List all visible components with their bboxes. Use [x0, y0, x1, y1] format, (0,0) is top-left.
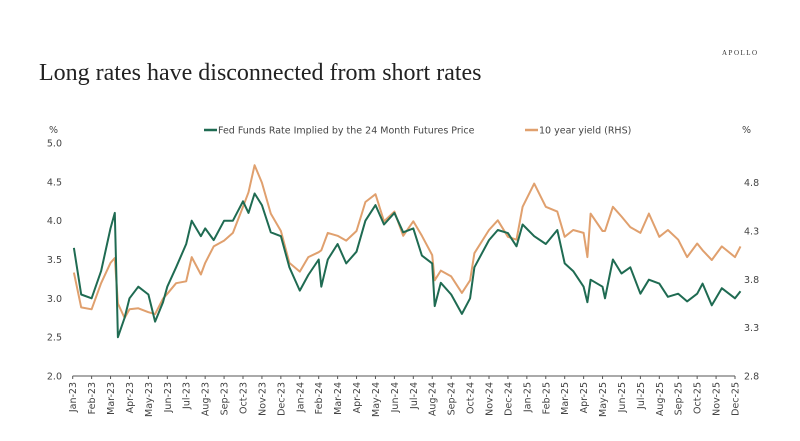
x-tick-label: Jul-23: [182, 382, 193, 410]
x-tick-label: Aug-23: [201, 382, 212, 416]
x-tick-label: Sep-23: [220, 382, 231, 415]
x-tick-label: Nov-24: [485, 382, 496, 416]
x-tick-label: Mar-25: [560, 382, 571, 415]
x-tick-label: Jul-24: [409, 382, 420, 410]
series-line-10y-yield: [72, 164, 742, 319]
chart-title: Long rates have disconnected from short …: [39, 60, 482, 86]
x-tick-label: Feb-24: [314, 382, 325, 414]
y-left-tick-label: 3.0: [47, 294, 62, 305]
y-left-tick-label: 3.5: [47, 255, 62, 266]
x-tick-label: Aug-25: [655, 382, 666, 416]
x-tick-label: Oct-23: [239, 382, 250, 414]
x-tick-label: Apr-23: [125, 382, 136, 413]
y-left-tick-label: 4.0: [47, 216, 62, 227]
x-tick-label: Apr-24: [352, 382, 363, 413]
x-tick-label: Apr-25: [579, 382, 590, 413]
x-tick-label: Oct-25: [693, 382, 704, 414]
x-tick-label: Feb-25: [541, 382, 552, 414]
y-left-tick-label: 2.0: [47, 372, 62, 383]
x-tick-label: Jun-23: [163, 382, 174, 413]
legend-label-10y: 10 year yield (RHS): [539, 126, 631, 137]
x-tick-label: May-24: [371, 382, 382, 417]
y-left-tick-label: 2.5: [47, 333, 62, 344]
x-tick-label: Mar-24: [333, 382, 344, 415]
x-tick-label: Jun-25: [617, 382, 628, 413]
x-tick-label: Oct-24: [466, 382, 477, 414]
legend: Fed Funds Rate Implied by the 24 Month F…: [204, 126, 631, 137]
x-tick-label: Nov-25: [712, 382, 723, 416]
x-tick-label: Jan-24: [295, 382, 306, 413]
y-right-tick-label: 4.8: [744, 178, 759, 189]
x-tick-label: Sep-25: [674, 382, 685, 415]
x-tick-label: Dec-24: [503, 382, 514, 416]
x-tick-label: Jul-25: [636, 382, 647, 410]
x-tick-label: Mar-23: [106, 382, 117, 415]
y-left-tick-label: 4.5: [47, 177, 62, 188]
right-axis-unit: %: [742, 125, 751, 136]
y-right-tick-label: 2.8: [744, 372, 759, 383]
x-tick-label: Dec-25: [731, 382, 742, 416]
x-tick-label: May-23: [144, 382, 155, 417]
x-tick-label: Sep-24: [447, 382, 458, 415]
y-right-tick-label: 3.8: [744, 275, 759, 286]
legend-label-fed-funds: Fed Funds Rate Implied by the 24 Month F…: [218, 126, 475, 137]
x-tick-label: Jun-24: [390, 382, 401, 413]
x-tick-label: May-25: [598, 382, 609, 417]
apollo-logo: APOLLO: [722, 49, 759, 57]
y-right-tick-label: 3.3: [744, 323, 759, 334]
y-right-tick-label: 4.3: [744, 226, 759, 237]
series-line-fed-funds: [72, 192, 742, 339]
left-axis-unit: %: [49, 125, 58, 136]
x-tick-label: Jan-25: [522, 382, 533, 413]
y-left-tick-label: 5.0: [47, 139, 62, 150]
x-tick-label: Feb-23: [87, 382, 98, 414]
x-tick-label: Aug-24: [428, 382, 439, 416]
x-tick-label: Jan-23: [68, 382, 79, 413]
x-tick-label: Dec-23: [276, 382, 287, 416]
x-tick-label: Nov-23: [257, 382, 268, 416]
